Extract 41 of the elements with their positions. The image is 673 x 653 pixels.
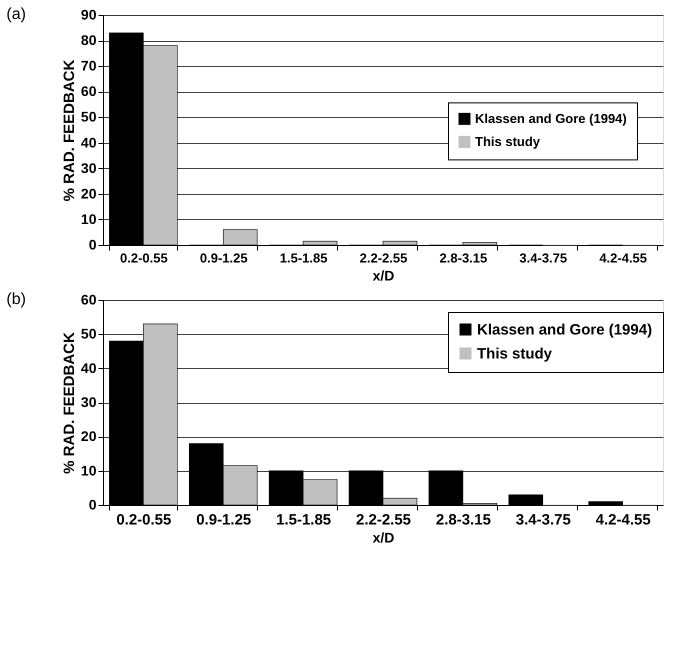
y-tick-label: 80: [80, 32, 97, 48]
y-tick-label: 20: [80, 185, 97, 202]
x-tick-label: 1.5-1.85: [276, 512, 332, 528]
x-tick-label: 4.2-4.55: [599, 250, 648, 266]
y-axis-title: % RAD. FEEDBACK: [60, 332, 78, 474]
y-tick-label: 60: [80, 83, 97, 100]
y-tick-label: 40: [80, 360, 97, 376]
y-tick-label: 20: [80, 428, 97, 444]
x-tick-label: 0.2-0.55: [116, 512, 172, 528]
y-tick-label: 10: [80, 210, 97, 227]
x-tick-label: 0.2-0.55: [120, 250, 168, 266]
y-tick-label: 0: [88, 496, 97, 512]
x-tick-label: 0.9-1.25: [196, 512, 252, 528]
y-tick-label: 40: [80, 134, 97, 150]
x-tick-label: 3.4-3.75: [519, 250, 568, 266]
y-axis-title: % RAD. FEEDBACK: [60, 60, 78, 202]
y-tick-label: 50: [80, 108, 97, 125]
chart-title: (a): [6, 6, 26, 23]
y-tick-label: 30: [80, 160, 97, 176]
legend-label: Klassen and Gore (1994): [477, 322, 652, 338]
x-tick-label: 2.2-2.55: [360, 250, 408, 266]
x-tick-label: 0.9-1.25: [200, 250, 248, 266]
legend-label: Klassen and Gore (1994): [475, 110, 627, 126]
y-tick-label: 0: [88, 236, 97, 252]
x-axis-title: x/D: [372, 530, 394, 546]
y-tick-label: 50: [80, 326, 97, 342]
x-tick-label: 4.2-4.55: [596, 512, 651, 528]
x-tick-label: 1.5-1.85: [280, 250, 328, 266]
y-tick-label: 30: [80, 394, 97, 410]
legend-label: This study: [475, 134, 541, 149]
y-tick-label: 70: [80, 58, 97, 74]
legend-label: This study: [477, 346, 553, 362]
y-tick-label: 60: [80, 292, 97, 308]
x-tick-label: 2.8-3.15: [436, 512, 491, 528]
chart-title: (b): [6, 291, 26, 308]
y-tick-label: 10: [80, 462, 97, 478]
x-tick-label: 2.2-2.55: [356, 512, 412, 528]
x-tick-label: 2.8-3.15: [440, 250, 488, 266]
x-axis-title: x/D: [372, 268, 394, 284]
y-tick-label: 90: [80, 6, 97, 22]
x-tick-label: 3.4-3.75: [516, 512, 571, 528]
